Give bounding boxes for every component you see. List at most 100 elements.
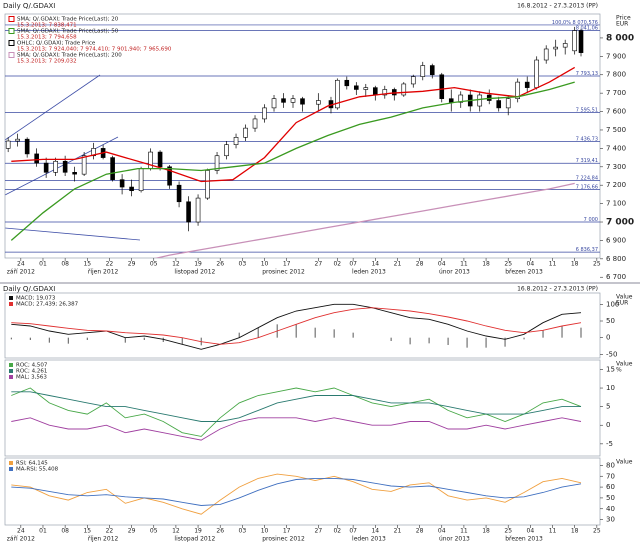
- y-axis-label: Value: [616, 361, 633, 368]
- x-tick-label: 27: [315, 261, 323, 268]
- x-tick-label: 18: [482, 528, 490, 535]
- legend-icon: [9, 375, 13, 379]
- legend-label: RSI; 64,145: [16, 461, 48, 467]
- x-tick-label: 04: [527, 528, 535, 535]
- y-tick-label: 7 000: [606, 218, 634, 228]
- y-tick-label: 8 000: [606, 33, 634, 43]
- y-tick-label: 7 100: [606, 200, 626, 208]
- x-tick-label: 02: [333, 261, 341, 268]
- candle-body: [148, 151, 153, 169]
- x-tick-label: 28: [416, 528, 424, 535]
- level-label: 7 000: [584, 217, 598, 223]
- x-tick-label: 07: [349, 528, 357, 535]
- x-tick-label: 19: [194, 261, 202, 268]
- candle-body: [167, 166, 172, 186]
- candle-body: [110, 157, 115, 180]
- series-line: [11, 66, 576, 183]
- legend-value: 15.3.2013; 7 924,040; 7 974,410; 7 901,9…: [17, 47, 172, 53]
- y-tick-label: 40: [606, 505, 615, 513]
- month-label: prosinec 2012: [262, 536, 305, 543]
- x-tick-label: 01: [39, 528, 47, 535]
- month-label: září 2012: [7, 536, 35, 543]
- y-tick-label: 7 600: [606, 108, 626, 116]
- legend-label: ROC; 4,507: [16, 363, 48, 369]
- candle-body: [524, 81, 530, 88]
- level-label: 7 793,13: [576, 71, 598, 77]
- x-tick-label: 08: [61, 261, 69, 268]
- y-axis-label: EUR: [616, 300, 628, 307]
- candle-body: [15, 138, 20, 142]
- y-tick-label: 6 800: [606, 255, 626, 263]
- candle-body: [129, 186, 134, 192]
- y-axis-label: %: [616, 367, 622, 374]
- x-tick-label: 24: [17, 261, 25, 268]
- candle-body: [429, 65, 435, 76]
- plot-area: [11, 387, 582, 441]
- indicator-title: Daily Q/.GDAXI: [3, 285, 55, 293]
- x-tick-label: 04: [527, 261, 535, 268]
- x-tick-label: 11: [549, 261, 557, 268]
- x-tick-label: 03: [239, 261, 247, 268]
- candle-body: [300, 98, 305, 105]
- candle-body: [505, 98, 511, 109]
- legend-label: SMA; Q/.GDAXI; Trade Price(Last); 50: [17, 29, 119, 35]
- candle-body: [281, 98, 286, 103]
- candle-body: [224, 144, 229, 157]
- candle-body: [138, 168, 144, 192]
- candle-body: [91, 148, 96, 157]
- x-tick-label: 11: [460, 261, 468, 268]
- candle-body: [354, 85, 359, 90]
- x-tick-label: 21: [394, 261, 402, 268]
- month-label: únor 2013: [439, 536, 470, 543]
- x-tick-label: 14: [371, 528, 379, 535]
- x-tick-label: 29: [128, 261, 136, 268]
- candle-body: [157, 151, 163, 168]
- candle-body: [410, 76, 416, 85]
- x-tick-label: 10: [261, 528, 269, 535]
- y-axis-label: Price: [616, 15, 631, 22]
- candle-body: [205, 170, 210, 199]
- legend-value: 15.3.2013; 7 794,658: [17, 35, 77, 41]
- candle-body: [391, 89, 397, 96]
- candle-body: [458, 94, 464, 103]
- panel-frame: [4, 13, 601, 259]
- month-label: říjen 2012: [88, 536, 119, 543]
- candle-body: [363, 87, 369, 90]
- y-tick-label: 6 700: [606, 273, 626, 281]
- x-tick-label: 17: [283, 261, 291, 268]
- y-tick-label: 30: [606, 516, 615, 524]
- candle-body: [496, 100, 502, 109]
- y-tick-label: 7 500: [606, 126, 626, 134]
- y-tick-label: 7 300: [606, 163, 626, 171]
- legend-icon: [9, 467, 13, 471]
- legend-label: MAL; 3,563: [16, 375, 47, 381]
- x-tick-label: 25: [504, 528, 512, 535]
- x-tick-label: 24: [17, 528, 25, 535]
- candle-body: [439, 74, 445, 99]
- x-tick-label: 03: [239, 528, 247, 535]
- y-tick-label: -50: [606, 350, 617, 358]
- legend-icon: [9, 296, 13, 300]
- x-tick-label: 02: [333, 528, 341, 535]
- x-tick-label: 26: [216, 261, 224, 268]
- series-line: [11, 477, 582, 506]
- legend-icon: [8, 28, 15, 34]
- candle-body: [290, 98, 296, 103]
- x-tick-label: 28: [416, 261, 424, 268]
- candle-body: [562, 43, 568, 48]
- candle-body: [5, 140, 11, 149]
- y-tick-label: 7 800: [606, 71, 626, 79]
- candle-body: [81, 155, 87, 175]
- y-tick-label: -5: [606, 440, 613, 448]
- x-tick-label: 05: [150, 528, 158, 535]
- x-tick-label: 22: [106, 261, 114, 268]
- legend-value: 15.3.2013; 7 838,471: [17, 23, 77, 29]
- plot-area: [11, 473, 582, 515]
- panel-frame: [4, 292, 601, 359]
- candle-body: [572, 30, 577, 52]
- candle-body: [53, 160, 58, 173]
- legend-label: SMA; Q/.GDAXI; Trade Price(Last); 200: [17, 53, 122, 59]
- level-label: 100,0% 8 070,576: [552, 20, 598, 26]
- y-tick-label: 70: [606, 472, 615, 480]
- x-tick-label: 04: [438, 261, 446, 268]
